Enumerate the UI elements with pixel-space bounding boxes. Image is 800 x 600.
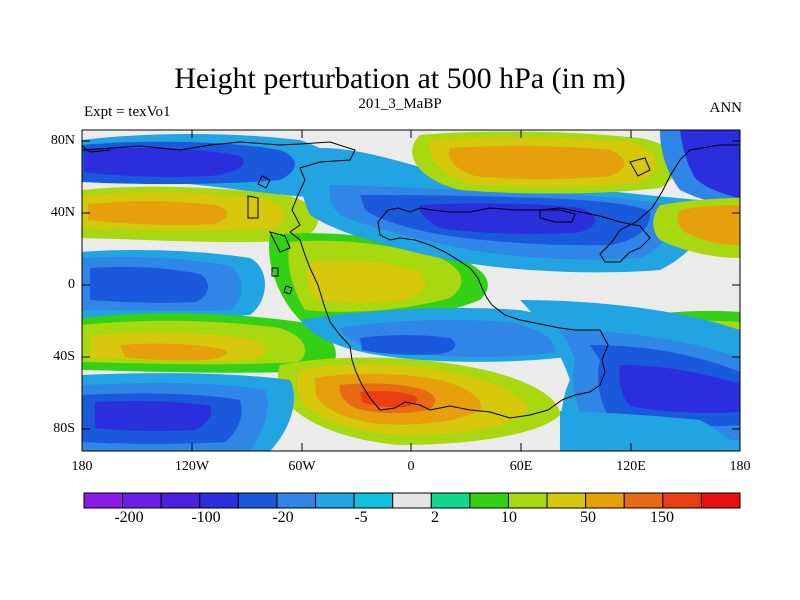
lon-label: 120E (616, 459, 646, 474)
axis-ticks (81, 130, 741, 451)
colorbar-swatch (585, 492, 625, 509)
lat-label: 80S (53, 421, 75, 436)
lat-label: 40N (50, 205, 75, 220)
lon-label: 120W (174, 459, 210, 474)
season-label: ANN (709, 100, 743, 116)
colorbar-label: -20 (272, 509, 294, 526)
lon-label: 60E (509, 459, 533, 474)
continent-outlines (82, 141, 740, 419)
colorbar-label: -5 (354, 509, 368, 526)
colorbar-swatch (623, 492, 664, 509)
colorbar-swatch (700, 492, 741, 509)
colorbar-label: -100 (191, 509, 221, 526)
map-title: Height perturbation at 500 hPa (in m) (174, 62, 626, 95)
colorbar-swatch (507, 492, 548, 509)
colorbar-swatch (276, 492, 317, 509)
colorbar-swatch (237, 492, 278, 509)
colorbar-swatch (662, 492, 702, 509)
lat-label: 0 (68, 277, 75, 292)
colorbar-swatch (315, 492, 355, 509)
experiment-subtitle: 201_3_MaBP (358, 96, 442, 112)
lat-label: 80N (50, 133, 75, 148)
contour-field (82, 130, 740, 451)
lon-label: 60W (288, 459, 316, 474)
colorbar-label: 150 (650, 509, 674, 526)
colorbar-swatch (353, 492, 394, 509)
colorbar-swatch (160, 492, 201, 509)
colorbar-label: 50 (580, 509, 596, 526)
colorbar-swatch (392, 492, 432, 509)
colorbar-label: -200 (114, 509, 144, 526)
lon-label: 0 (407, 459, 415, 474)
colorbar-swatch (430, 492, 471, 509)
colorbar-label: 10 (501, 509, 517, 526)
colorbar-swatch (199, 492, 239, 509)
lon-label: 180 (729, 459, 751, 474)
colorbar-swatch (83, 492, 124, 509)
colorbar-swatch (469, 492, 509, 509)
colorbar (83, 492, 741, 509)
lat-label: 40S (53, 349, 75, 364)
lon-label: 180 (71, 459, 93, 474)
experiment-label: Expt = texVo1 (84, 104, 171, 120)
colorbar-swatch (122, 492, 162, 509)
colorbar-label: 2 (431, 509, 439, 526)
colorbar-swatch (546, 492, 587, 509)
